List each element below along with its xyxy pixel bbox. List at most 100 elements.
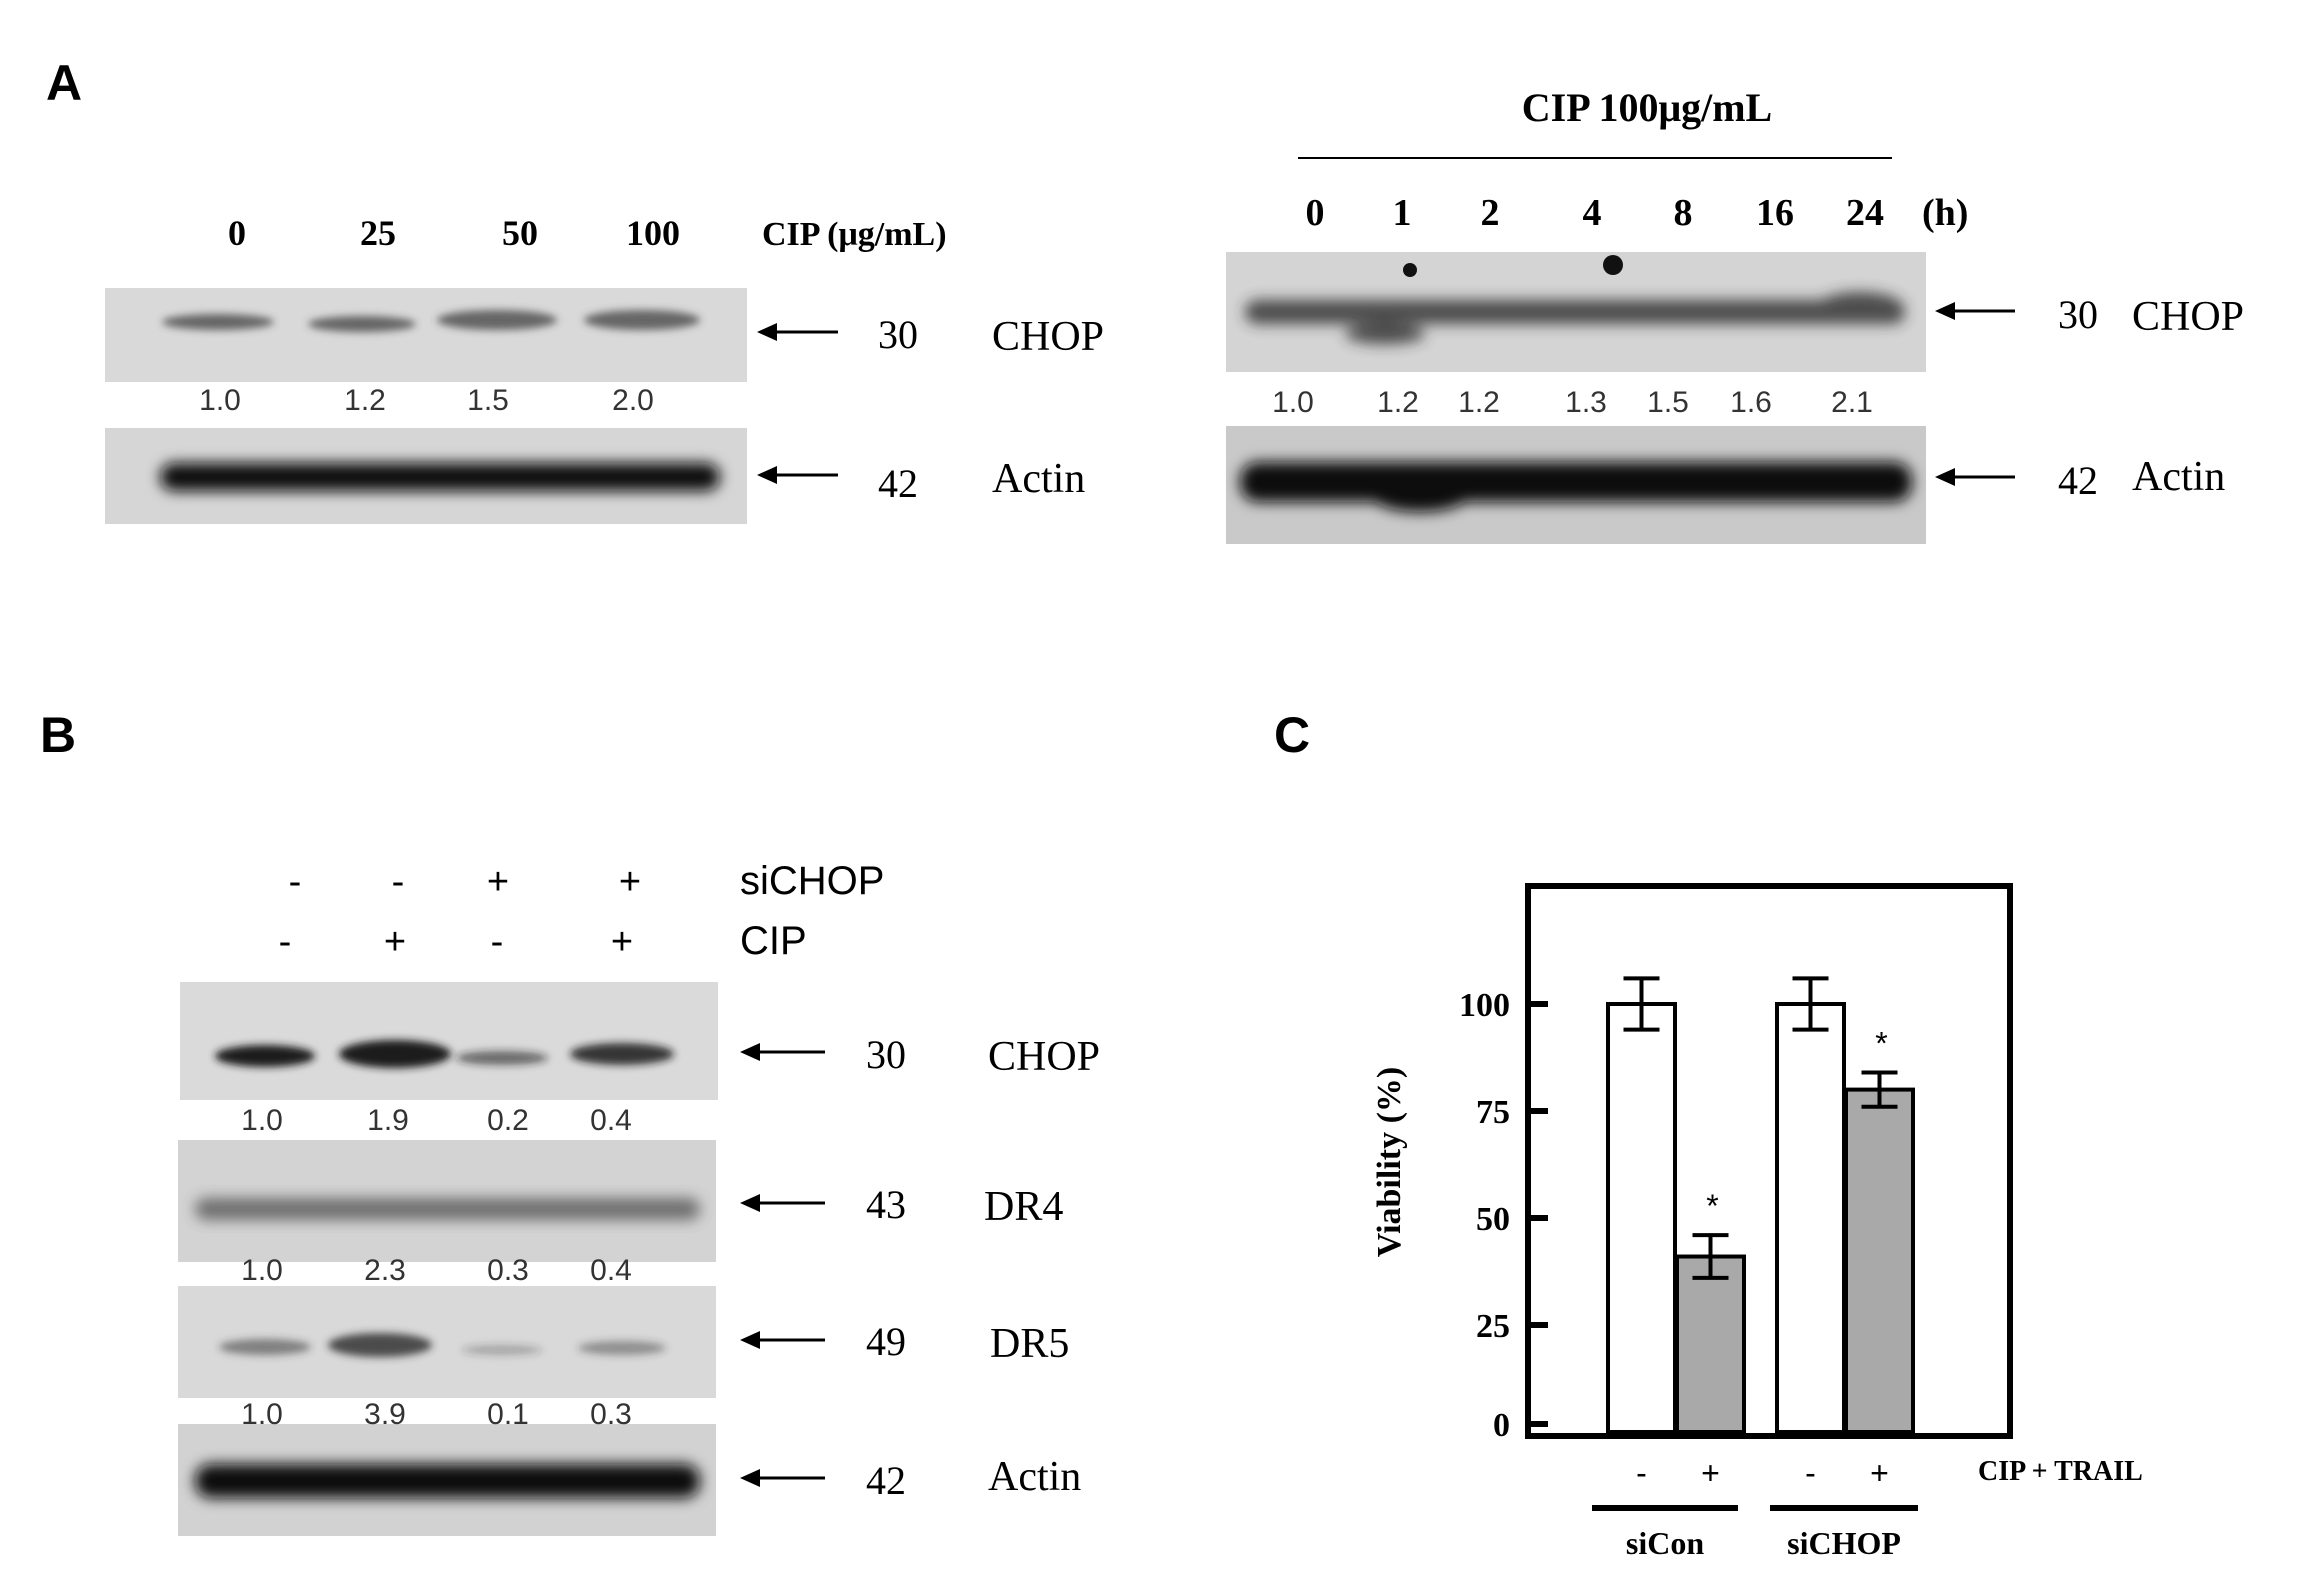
dose-chop-quant: 1.0 1.2 1.5 2.0 (199, 384, 654, 417)
panel-c-letter: C (1274, 707, 1310, 763)
protein-label: Actin (2132, 454, 2225, 500)
blot-dr5-b (178, 1286, 716, 1398)
time-lane-label: 0 (1306, 192, 1325, 234)
quant-value: 1.3 (1565, 386, 1607, 419)
chart-frame (1525, 883, 2013, 1439)
kda-label: 49 (866, 1319, 906, 1364)
significance-star: * (1875, 1025, 1887, 1061)
protein-label: CHOP (2132, 294, 2244, 340)
time-unit-label: (h) (1922, 192, 1968, 234)
treatment-sign: - (1636, 1455, 1647, 1491)
quant-value: 0.2 (487, 1104, 529, 1137)
time-lane-label: 4 (1583, 192, 1602, 234)
blot-dr4-b (178, 1140, 716, 1262)
panel-b-letter: B (40, 707, 76, 763)
x-axis-labels: - + - + siCon siCHOP (1592, 1455, 1918, 1561)
condition-sign: + (487, 861, 509, 903)
quant-value: 0.4 (590, 1254, 632, 1287)
condition-sign: - (289, 861, 302, 903)
b-dr4-quant: 1.0 2.3 0.3 0.4 (241, 1254, 632, 1287)
kda-label: 30 (2058, 292, 2098, 337)
quant-value: 1.0 (241, 1104, 283, 1137)
quant-value: 2.0 (612, 384, 654, 417)
quant-value: 1.5 (467, 384, 509, 417)
bar (1606, 1002, 1677, 1434)
quant-value: 1.0 (241, 1254, 283, 1287)
condition-sign: - (491, 921, 504, 963)
condition-sign: + (619, 861, 641, 903)
quant-value: 1.2 (1458, 386, 1500, 419)
blot-chop-dose (105, 288, 747, 382)
significance-star: * (1706, 1188, 1718, 1224)
quant-value: 3.9 (364, 1398, 406, 1431)
condition-sign: - (392, 861, 405, 903)
y-tick-label: 75 (1476, 1094, 1510, 1131)
condition-sign: + (384, 921, 406, 963)
condition-sign: + (611, 921, 633, 963)
b-chop-marker: 30 CHOP (740, 1032, 1100, 1080)
condition-sign: - (279, 921, 292, 963)
bars: ** (1606, 976, 1915, 1435)
quant-value: 1.0 (1272, 386, 1314, 419)
dose-actin-marker: 42 Actin (757, 456, 1085, 506)
protein-label: Actin (992, 456, 1085, 502)
treatment-sign: + (1870, 1455, 1889, 1491)
dose-lane-label: 25 (360, 213, 396, 253)
time-actin-marker: 42 Actin (1935, 454, 2225, 503)
dose-lane-label: 50 (502, 213, 538, 253)
quant-value: 1.5 (1647, 386, 1689, 419)
time-chop-marker: 30 CHOP (1935, 292, 2244, 340)
b-dr5-marker: 49 DR5 (740, 1319, 1069, 1367)
quant-value: 1.0 (199, 384, 241, 417)
condition-label: CIP (740, 919, 807, 963)
kda-label: 30 (878, 312, 918, 357)
time-lane-label: 1 (1393, 192, 1412, 234)
quant-value: 1.2 (1377, 386, 1419, 419)
quant-value: 1.6 (1730, 386, 1772, 419)
time-treatment-label: CIP 100μg/mL (1522, 85, 1772, 130)
kda-label: 43 (866, 1182, 906, 1227)
dose-lane-label: 100 (626, 213, 680, 253)
b-dr4-marker: 43 DR4 (740, 1182, 1063, 1230)
condition-row-cip: - + - + CIP (279, 919, 807, 963)
y-axis-label: Viability (%) (1371, 1067, 1408, 1257)
quant-value: 1.0 (241, 1398, 283, 1431)
condition-row-sichop: - - + + siCHOP (289, 859, 885, 903)
time-lane-label: 8 (1674, 192, 1693, 234)
panel-a-time: CIP 100μg/mL 0 1 2 4 8 16 24 (h) 1.0 1.2 (1226, 85, 2244, 544)
time-lane-label: 24 (1846, 192, 1884, 234)
kda-label: 42 (878, 461, 918, 506)
protein-label: DR5 (990, 1321, 1069, 1367)
blot-actin-time (1226, 426, 1926, 544)
y-tick-label: 100 (1459, 987, 1510, 1024)
bar (1844, 1087, 1915, 1434)
dose-lane-labels: 0 25 50 100 (228, 213, 680, 253)
quant-value: 2.3 (364, 1254, 406, 1287)
quant-value: 1.2 (344, 384, 386, 417)
y-tick-label: 0 (1493, 1407, 1510, 1444)
b-dr5-quant: 1.0 3.9 0.1 0.3 (241, 1398, 632, 1431)
blot-chop-time (1226, 252, 1926, 372)
quant-value: 0.3 (590, 1398, 632, 1431)
panel-b: - - + + siCHOP - + - + CIP (178, 859, 1100, 1536)
blot-actin-b (178, 1424, 716, 1536)
dose-chop-marker: 30 CHOP (757, 312, 1104, 360)
time-lane-label: 2 (1481, 192, 1500, 234)
dose-unit-label: CIP (μg/mL) (762, 216, 947, 253)
treatment-sign: + (1701, 1455, 1720, 1491)
quant-value: 0.1 (487, 1398, 529, 1431)
y-axis: 0 25 50 75 100 (1459, 987, 1548, 1444)
bar (1775, 1002, 1846, 1434)
kda-label: 30 (866, 1032, 906, 1077)
quant-value: 0.3 (487, 1254, 529, 1287)
time-lane-labels: 0 1 2 4 8 16 24 (1306, 192, 1885, 234)
quant-value: 0.4 (590, 1104, 632, 1137)
protein-label: CHOP (988, 1034, 1100, 1080)
panel-a-letter: A (46, 55, 82, 111)
panel-a-dose: 0 25 50 100 CIP (μg/mL) 1.0 1.2 1.5 2.0 (105, 213, 1104, 524)
quant-value: 2.1 (1831, 386, 1873, 419)
blot-actin-dose (105, 428, 747, 524)
protein-label: CHOP (992, 314, 1104, 360)
